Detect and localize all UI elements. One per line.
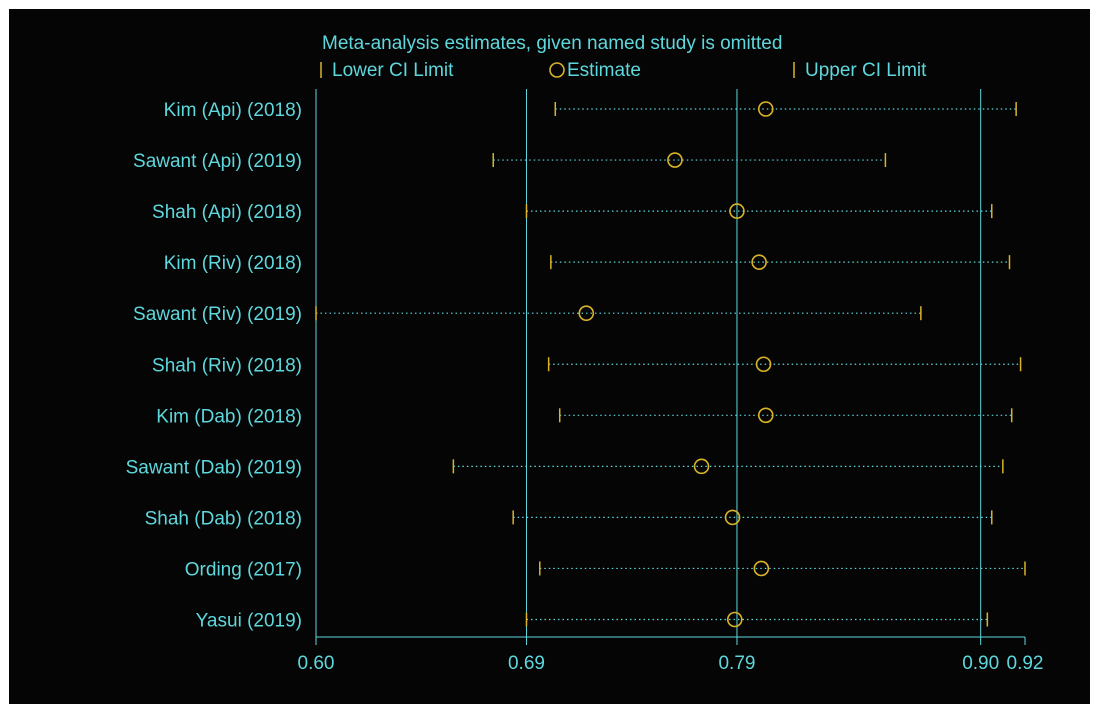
study-label: Kim (Api) (2018) (164, 100, 302, 121)
study-label: Sawant (Riv) (2019) (133, 304, 302, 325)
estimate-marker (693, 458, 710, 475)
estimate-marker (755, 356, 772, 373)
study-row: Yasui (2019) (196, 611, 989, 632)
legend-lower-label: Lower CI Limit (332, 60, 454, 81)
study-row: Kim (Dab) (2018) (156, 406, 1013, 427)
study-row: Sawant (Riv) (2019) (133, 304, 922, 325)
study-row: Shah (Riv) (2018) (152, 355, 1022, 376)
study-row: Ording (2017) (185, 559, 1026, 580)
x-tick-label: 0.60 (298, 653, 335, 674)
study-label: Yasui (2019) (196, 611, 302, 632)
x-tick-label: 0.90 (962, 653, 999, 674)
estimate-marker (578, 305, 595, 322)
x-axis: 0.60 0.69 0.79 0.90 0.92 (298, 636, 1044, 674)
study-label: Ording (2017) (185, 559, 302, 580)
study-rows: Kim (Api) (2018) Sawant (Api) (2019) Shah … (126, 100, 1026, 632)
estimate-marker (751, 254, 767, 270)
plot-area: Meta-analysis estimates, given named stu… (9, 9, 1090, 704)
chart-title: Meta-analysis estimates, given named stu… (322, 33, 782, 54)
estimate-marker (729, 203, 745, 219)
estimate-marker (726, 611, 743, 628)
study-label: Shah (Riv) (2018) (152, 355, 302, 376)
study-label: Shah (Dab) (2018) (145, 508, 302, 529)
study-row: Sawant (Dab) (2019) (126, 457, 1004, 478)
study-label: Sawant (Dab) (2019) (126, 457, 302, 478)
legend: Lower CI Limit Estimate Upper CI Limit (320, 60, 927, 81)
study-label: Kim (Dab) (2018) (156, 406, 302, 427)
reference-lines (315, 89, 982, 637)
legend-estimate-marker (549, 62, 565, 78)
study-label: Sawant (Api) (2019) (133, 151, 302, 172)
estimate-marker (757, 101, 774, 117)
legend-upper-label: Upper CI Limit (805, 60, 927, 81)
estimate-marker (753, 560, 770, 577)
study-row: Shah (Api) (2018) (152, 202, 993, 223)
x-tick-label: 0.92 (1007, 653, 1044, 674)
study-row: Shah (Dab) (2018) (145, 508, 993, 529)
legend-estimate-label: Estimate (567, 60, 641, 81)
study-row: Kim (Api) (2018) (164, 100, 1017, 121)
x-tick-label: 0.79 (718, 653, 755, 674)
estimate-marker (724, 509, 741, 526)
study-label: Shah (Api) (2018) (152, 202, 302, 223)
estimate-marker (757, 407, 774, 424)
x-tick-label: 0.69 (508, 653, 545, 674)
estimate-marker (667, 152, 683, 168)
study-row: Kim (Riv) (2018) (164, 253, 1011, 274)
forest-plot: Meta-analysis estimates, given named stu… (126, 33, 1044, 674)
study-row: Sawant (Api) (2019) (133, 151, 887, 172)
study-label: Kim (Riv) (2018) (164, 253, 302, 274)
